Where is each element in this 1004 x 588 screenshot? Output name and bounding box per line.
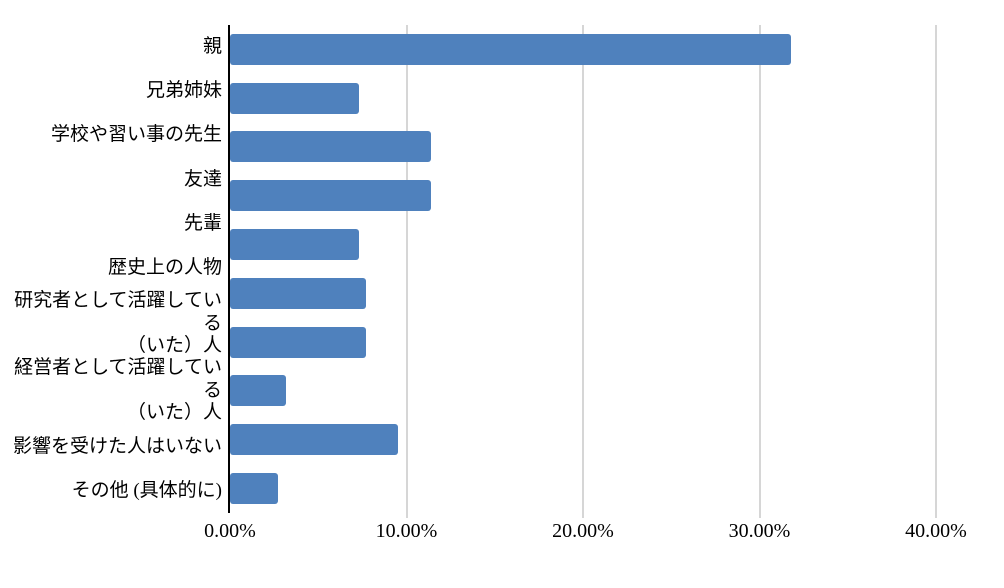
x-tick-label: 40.00% [905, 520, 967, 542]
bar-row [230, 367, 936, 416]
category-label: 歴史上の人物 [107, 256, 222, 278]
category-axis-line [228, 25, 230, 513]
category-cell: 歴史上の人物 [0, 246, 222, 290]
gridline [935, 25, 937, 518]
bar [230, 131, 432, 163]
category-cell: 兄弟姉妹 [0, 69, 222, 113]
bar [230, 473, 278, 505]
category-label: 学校や習い事の先生 [50, 124, 222, 146]
category-cell: 研究者として活躍している （いた）人 [0, 290, 222, 357]
category-cell: 友達 [0, 158, 222, 202]
bar [230, 326, 366, 358]
bar-row [230, 25, 936, 74]
gridline [405, 25, 408, 518]
category-axis-labels: 親兄弟姉妹学校や習い事の先生友達先輩歴史上の人物研究者として活躍している （いた… [0, 25, 222, 513]
bar-row [230, 318, 936, 367]
category-label: 研究者として活躍している （いた）人 [14, 290, 222, 357]
bar-row [230, 171, 936, 220]
category-label: 兄弟姉妹 [145, 80, 222, 102]
bar [230, 229, 359, 261]
category-label: 親 [202, 35, 222, 57]
category-label: 友達 [183, 168, 222, 190]
category-label: 経営者として活躍している （いた）人 [14, 357, 222, 424]
bar-row [230, 123, 936, 172]
bar [230, 82, 359, 114]
bar [230, 277, 366, 309]
category-cell: 先輩 [0, 202, 222, 246]
bar [230, 375, 287, 407]
bar [230, 180, 432, 212]
bar-row [230, 464, 936, 513]
bar-row [230, 269, 936, 318]
bar [230, 33, 792, 65]
value-axis-tick-labels: 0.00% 10.00% 20.00% 30.00% 40.00% [204, 520, 967, 548]
bars-container [230, 25, 936, 513]
bar-row [230, 220, 936, 269]
category-cell: その他 (具体的に) [0, 469, 222, 513]
x-tick-label: 20.00% [552, 520, 614, 542]
category-cell: 経営者として活躍している （いた）人 [0, 357, 222, 424]
category-label: 先輩 [183, 212, 222, 234]
category-label: 影響を受けた人はいない [12, 435, 222, 457]
bar-row [230, 74, 936, 123]
bar-row [230, 415, 936, 464]
gridline [582, 25, 584, 518]
category-label: その他 (具体的に) [71, 479, 222, 501]
x-tick-label: 0.00% [204, 520, 256, 542]
x-tick-label: 30.00% [728, 520, 791, 542]
bar [230, 424, 398, 456]
category-cell: 学校や習い事の先生 [0, 113, 222, 157]
x-tick-label: 10.00% [375, 520, 438, 542]
category-cell: 影響を受けた人はいない [0, 425, 222, 469]
category-cell: 親 [0, 25, 222, 69]
plot-area [228, 25, 937, 518]
gridline [758, 25, 761, 518]
